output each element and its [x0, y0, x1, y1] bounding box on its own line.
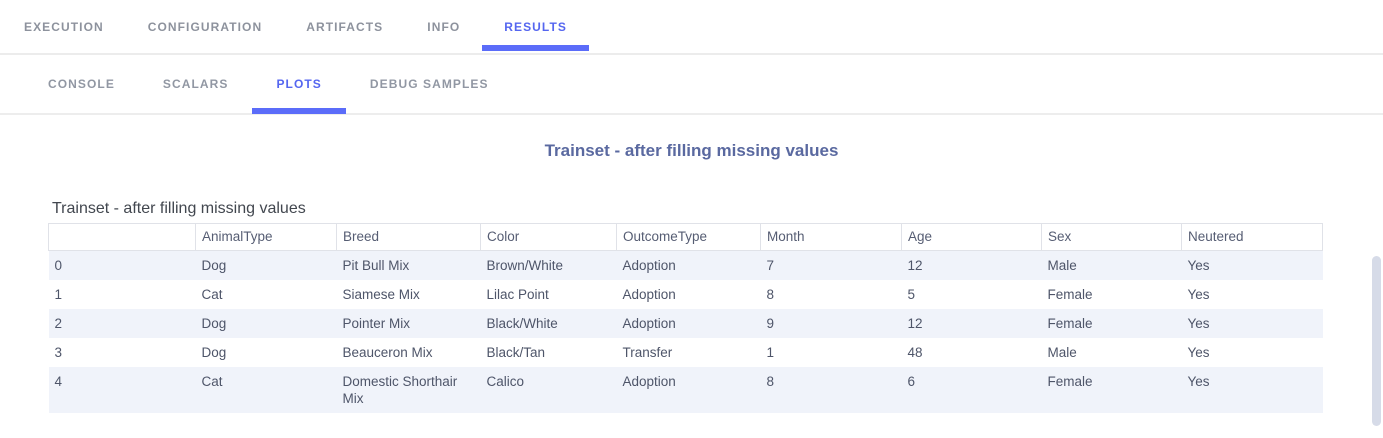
column-header-color: Color	[480, 223, 617, 251]
table-cell: Pit Bull Mix	[342, 258, 410, 273]
table-cell: 5	[907, 287, 916, 302]
table-cell: 12	[907, 316, 923, 331]
tab-console[interactable]: CONSOLE	[48, 77, 115, 91]
table-body: 0 Dog Pit Bull Mix Brown/White Adoption 7 12 Ma…	[48, 250, 1323, 413]
table-cell: Black/White	[486, 316, 558, 331]
plot-title: Trainset - after filling missing values	[544, 141, 839, 160]
results-sub-tab-bar: CONSOLE SCALARS PLOTS DEBUG SAMPLES	[0, 55, 1383, 115]
table-cell: Adoption	[622, 374, 676, 389]
table-cell: Dog	[201, 345, 227, 360]
table-cell: Pointer Mix	[342, 316, 411, 331]
table-cell: 48	[907, 345, 923, 360]
table-cell: Yes	[1187, 258, 1210, 273]
column-header-age: Age	[901, 223, 1042, 251]
table-row: 2 Dog Pointer Mix Black/White Adoption 9 12 Fem…	[48, 309, 1323, 338]
table-cell: Female	[1047, 316, 1093, 331]
table-cell: Black/Tan	[486, 345, 546, 360]
table-cell: Calico	[486, 374, 525, 389]
table-row: 0 Dog Pit Bull Mix Brown/White Adoption 7 12 Ma…	[48, 250, 1323, 280]
column-header-index	[48, 223, 196, 251]
tab-configuration[interactable]: CONFIGURATION	[147, 19, 263, 34]
table-cell: Domestic Shorthair Mix	[342, 374, 458, 406]
table-header-row: AnimalType Breed Color OutcomeType Month…	[48, 223, 1323, 251]
table-cell: Female	[1047, 287, 1093, 302]
table-cell: Male	[1047, 345, 1077, 360]
tab-artifacts[interactable]: ARTIFACTS	[306, 19, 384, 34]
table-cell: Cat	[201, 374, 223, 389]
table-cell: 4	[54, 374, 63, 389]
table-cell: 1	[766, 345, 775, 360]
table-cell: Male	[1047, 258, 1077, 273]
table-cell: 12	[907, 258, 923, 273]
table-cell: 8	[766, 287, 775, 302]
table-cell: Yes	[1187, 345, 1210, 360]
table-cell: 8	[766, 374, 775, 389]
column-header-breed: Breed	[336, 223, 481, 251]
main-tab-bar: EXECUTION CONFIGURATION ARTIFACTS INFO R…	[0, 0, 1383, 55]
column-header-neutered: Neutered	[1181, 223, 1323, 251]
column-header-sex: Sex	[1041, 223, 1182, 251]
table-cell: Yes	[1187, 287, 1210, 302]
tab-plots[interactable]: PLOTS	[252, 55, 347, 114]
table-row: 4 Cat Domestic Shorthair Mix Calico Adoption…	[48, 367, 1323, 413]
table-cell: Yes	[1187, 374, 1210, 389]
table-cell: Brown/White	[486, 258, 564, 273]
table-cell: 9	[766, 316, 775, 331]
table-cell: 1	[54, 287, 63, 302]
table-cell: Lilac Point	[486, 287, 549, 302]
table-cell: Female	[1047, 374, 1093, 389]
plots-panel: Trainset - after filling missing values …	[0, 141, 1383, 438]
tab-scalars[interactable]: SCALARS	[162, 77, 229, 91]
table-cell: Adoption	[622, 287, 676, 302]
table-cell: Transfer	[622, 345, 673, 360]
table-cell: 2	[54, 316, 63, 331]
table-cell: Dog	[201, 316, 227, 331]
table-cell: 3	[54, 345, 63, 360]
vertical-scrollbar[interactable]	[1372, 256, 1381, 426]
tab-debug-samples[interactable]: DEBUG SAMPLES	[369, 77, 489, 91]
tab-execution[interactable]: EXECUTION	[24, 19, 104, 34]
table-cell: Dog	[201, 258, 227, 273]
dataframe-table: AnimalType Breed Color OutcomeType Month…	[48, 223, 1323, 413]
table-cell: Cat	[201, 287, 223, 302]
tab-info[interactable]: INFO	[427, 19, 461, 34]
table-cell: Siamese Mix	[342, 287, 420, 302]
table-cell: 6	[907, 374, 916, 389]
table-cell: Adoption	[622, 316, 676, 331]
table-cell: 0	[54, 258, 63, 273]
table-row: 3 Dog Beauceron Mix Black/Tan Transfer 1 48 Mal…	[48, 338, 1323, 367]
table-cell: 7	[766, 258, 775, 273]
table-cell: Yes	[1187, 316, 1210, 331]
tab-results[interactable]: RESULTS	[482, 0, 589, 53]
column-header-animaltype: AnimalType	[195, 223, 337, 251]
column-header-month: Month	[760, 223, 902, 251]
table-row: 1 Cat Siamese Mix Lilac Point Adoption 8 5 Fema…	[48, 280, 1323, 309]
column-header-outcometype: OutcomeType	[616, 223, 761, 251]
table-cell: Beauceron Mix	[342, 345, 433, 360]
table-title: Trainset - after filling missing values	[52, 200, 306, 217]
table-cell: Adoption	[622, 258, 676, 273]
